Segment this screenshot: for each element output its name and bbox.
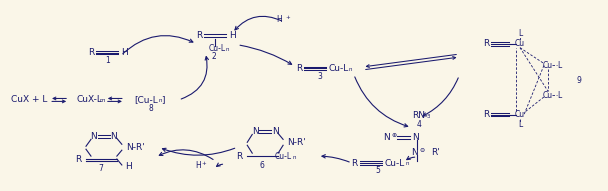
Text: RN: RN — [412, 111, 426, 120]
Text: 1: 1 — [106, 56, 110, 65]
Text: 3: 3 — [317, 72, 322, 81]
Text: Cu: Cu — [515, 110, 525, 119]
Text: 5: 5 — [375, 166, 380, 175]
Text: 9: 9 — [576, 76, 581, 85]
Text: H: H — [121, 48, 128, 57]
Text: L: L — [518, 29, 522, 38]
Text: Cu: Cu — [543, 91, 553, 100]
Text: 3: 3 — [426, 114, 430, 119]
Text: N: N — [272, 127, 278, 136]
Text: H: H — [125, 163, 131, 172]
Text: R: R — [295, 64, 302, 73]
Text: R: R — [483, 110, 489, 119]
Text: Cu-L: Cu-L — [274, 152, 291, 161]
Text: 7: 7 — [98, 164, 103, 173]
Text: ]: ] — [162, 96, 165, 104]
Text: N: N — [252, 127, 258, 136]
Text: n: n — [292, 155, 295, 160]
Text: n: n — [226, 47, 229, 52]
Text: R: R — [236, 152, 242, 161]
Text: L: L — [558, 91, 562, 100]
Text: +: + — [201, 161, 206, 167]
Text: R: R — [196, 31, 202, 40]
Text: N: N — [411, 148, 418, 157]
Text: CuX + L: CuX + L — [12, 96, 47, 104]
Text: R: R — [483, 39, 489, 48]
Text: Cu-L: Cu-L — [385, 159, 405, 168]
Text: m: m — [100, 98, 105, 103]
Text: Cu-L: Cu-L — [209, 44, 226, 53]
Text: ⊖: ⊖ — [420, 148, 425, 153]
Text: n: n — [159, 98, 162, 103]
Text: N: N — [383, 133, 390, 142]
Text: H: H — [229, 31, 236, 40]
Text: 2: 2 — [211, 52, 216, 61]
Text: Cu-L: Cu-L — [329, 64, 349, 73]
Text: ⊕: ⊕ — [392, 133, 397, 138]
Text: N: N — [412, 133, 420, 142]
Text: N: N — [111, 132, 117, 141]
Text: +: + — [285, 15, 290, 20]
Text: CuX-L: CuX-L — [76, 96, 102, 104]
Text: [Cu-L: [Cu-L — [134, 96, 157, 104]
Text: n: n — [406, 161, 409, 167]
Text: 4: 4 — [417, 120, 422, 129]
Text: Cu: Cu — [515, 39, 525, 48]
Text: H: H — [277, 15, 282, 24]
Text: R: R — [88, 48, 94, 57]
Text: 6: 6 — [260, 161, 264, 170]
Text: N: N — [91, 132, 97, 141]
Text: R: R — [351, 159, 358, 168]
Text: L: L — [558, 61, 562, 70]
Text: H: H — [196, 161, 201, 170]
Text: R: R — [75, 155, 81, 163]
Text: n: n — [349, 67, 352, 72]
Text: N-R': N-R' — [287, 138, 306, 147]
Text: L: L — [518, 120, 522, 129]
Text: Cu: Cu — [543, 61, 553, 70]
Text: N-R': N-R' — [126, 143, 145, 152]
Text: R': R' — [432, 148, 440, 157]
Text: 8: 8 — [148, 104, 153, 113]
